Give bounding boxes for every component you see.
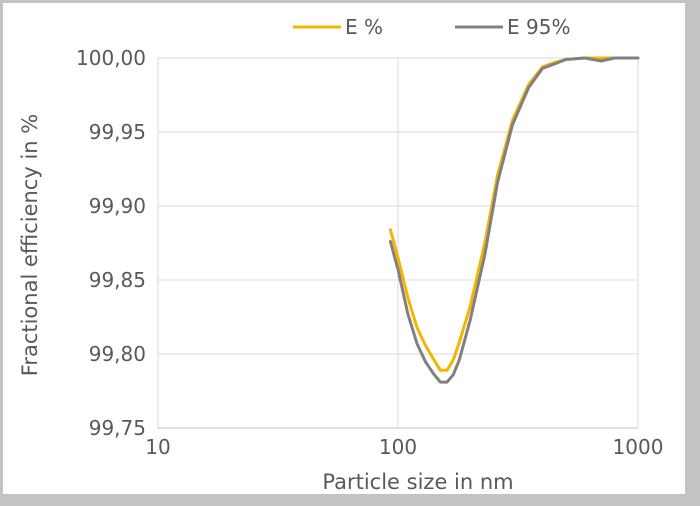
x-tick-label: 1000 [613, 435, 664, 459]
series-line-1 [388, 56, 640, 372]
axes [157, 58, 638, 429]
y-tick-label: 99,75 [89, 416, 146, 440]
legend-label: E % [345, 15, 383, 39]
gridlines [158, 57, 639, 428]
y-tick-labels: 99,75 99,80 99,85 99,90 99,95 100,00 [76, 46, 146, 440]
series-line-2 [388, 56, 640, 384]
y-tick-label: 100,00 [76, 46, 146, 70]
x-tick-label: 10 [145, 435, 170, 459]
x-axis-title: Particle size in nm [322, 470, 513, 494]
chart-panel: 99,75 99,80 99,85 99,90 99,95 100,00 10 100 100… [3, 3, 685, 494]
line-chart: 99,75 99,80 99,85 99,90 99,95 100,00 10 100 100… [18, 15, 663, 494]
y-tick-label: 99,90 [89, 194, 146, 218]
legend: E % E 95% [293, 15, 570, 39]
x-tick-label: 100 [379, 435, 417, 459]
legend-label: E 95% [507, 15, 570, 39]
x-tick-labels: 10 100 1000 [145, 435, 663, 459]
y-axis-title: Fractional efficiency in % [18, 114, 42, 376]
y-tick-label: 99,80 [89, 342, 146, 366]
series-lines [388, 56, 640, 384]
y-tick-label: 99,85 [89, 268, 146, 292]
y-tick-label: 99,95 [89, 120, 146, 144]
